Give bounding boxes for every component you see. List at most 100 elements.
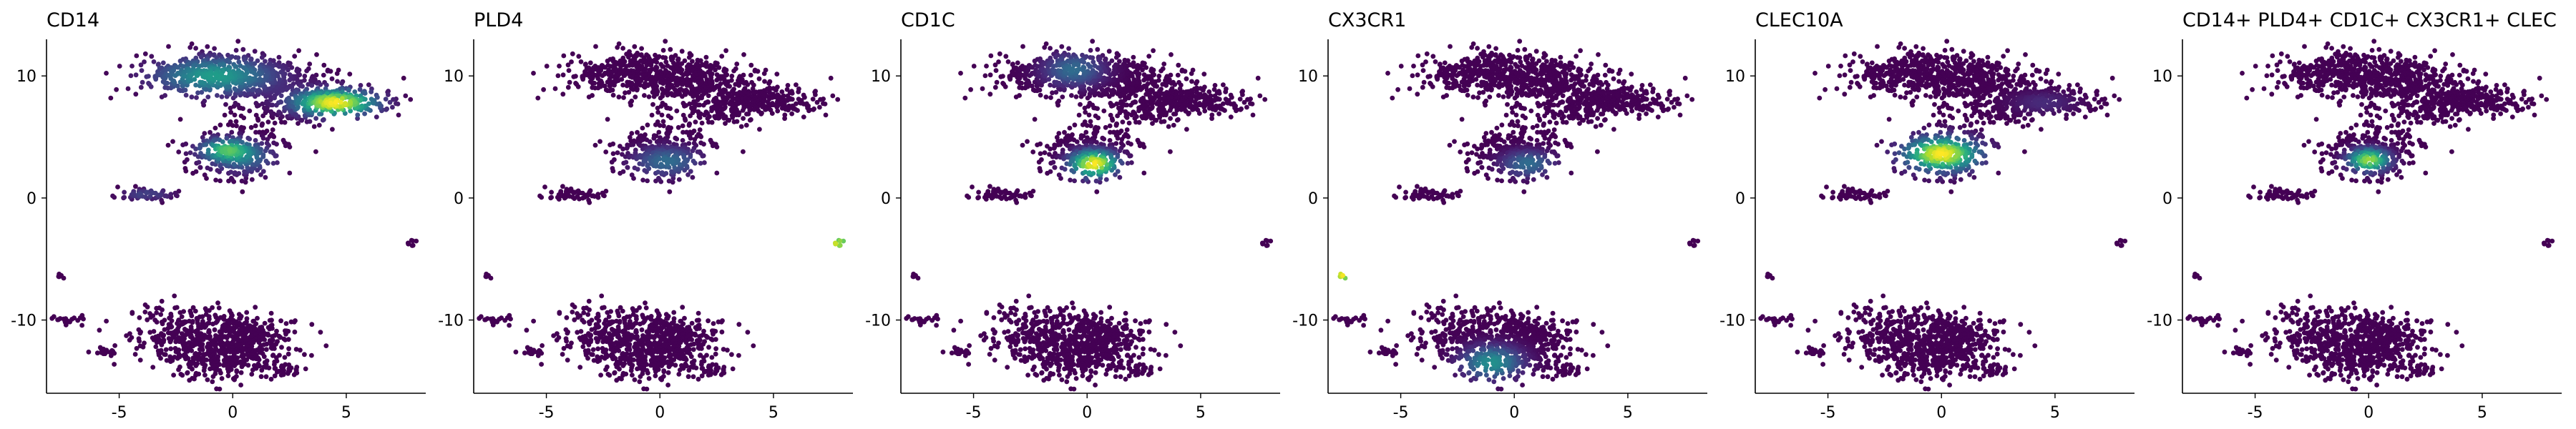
data-point: [693, 119, 698, 124]
data-point: [158, 312, 164, 317]
data-point: [730, 366, 736, 372]
data-point: [212, 46, 217, 51]
data-point: [661, 123, 666, 129]
data-point: [691, 94, 696, 99]
data-point: [703, 64, 709, 69]
data-point: [635, 334, 640, 339]
data-point: [639, 46, 644, 51]
data-point: [270, 337, 275, 343]
data-point: [142, 302, 148, 307]
data-point: [323, 343, 329, 348]
data-point: [205, 94, 211, 99]
data-point: [513, 349, 519, 355]
panel-title: CD1C: [901, 9, 955, 31]
data-point: [655, 169, 661, 175]
data-point: [215, 168, 220, 173]
data-point: [390, 104, 395, 110]
data-point: [272, 120, 278, 126]
data-point: [133, 72, 139, 78]
data-point: [193, 370, 199, 376]
data-point: [1049, 361, 1054, 367]
data-point: [571, 74, 577, 79]
data-point: [531, 318, 536, 324]
data-point: [1137, 362, 1143, 368]
x-tick-label: 0: [655, 404, 665, 422]
data-point: [603, 189, 609, 194]
data-point: [202, 98, 208, 104]
data-point: [630, 306, 635, 311]
data-point: [228, 109, 234, 115]
data-point: [137, 315, 142, 320]
data-point: [586, 331, 591, 336]
data-point: [259, 325, 265, 330]
data-point: [524, 327, 530, 333]
data-point: [149, 54, 155, 59]
data-point: [668, 46, 673, 52]
data-point: [671, 316, 677, 322]
data-point: [599, 293, 605, 299]
data-point: [605, 58, 610, 64]
data-point: [587, 188, 593, 194]
data-point: [578, 329, 584, 334]
data-point: [833, 241, 839, 247]
data-point: [206, 327, 212, 333]
data-point: [128, 73, 134, 79]
data-point: [649, 112, 655, 118]
data-point: [1113, 374, 1118, 380]
data-point: [229, 175, 234, 181]
data-point: [127, 331, 132, 336]
data-point: [710, 362, 716, 368]
data-point: [560, 72, 566, 78]
data-point: [620, 351, 625, 356]
data-point: [185, 349, 190, 354]
data-point: [278, 93, 284, 99]
data-point: [663, 312, 669, 317]
data-point: [1093, 383, 1098, 388]
data-point: [580, 344, 586, 350]
data-point: [691, 347, 696, 352]
data-point: [752, 68, 758, 74]
data-point: [569, 340, 574, 346]
data-point: [286, 351, 291, 357]
data-point: [165, 80, 170, 86]
data-point: [238, 113, 244, 119]
data-point: [215, 93, 220, 98]
data-point: [255, 361, 261, 367]
data-point: [603, 149, 609, 154]
data-point: [710, 143, 716, 149]
data-point: [213, 125, 218, 131]
data-point: [541, 87, 546, 92]
data-point: [172, 345, 178, 351]
data-point: [247, 137, 253, 142]
data-point: [744, 112, 749, 117]
data-point: [610, 92, 616, 98]
data-point: [634, 87, 640, 93]
data-point: [595, 192, 601, 197]
data-point: [828, 75, 834, 81]
data-point: [555, 331, 560, 336]
data-point: [176, 149, 182, 154]
data-point: [109, 347, 114, 353]
data-point: [183, 151, 189, 157]
data-point: [177, 364, 182, 370]
data-point: [595, 311, 601, 317]
data-point: [763, 107, 768, 112]
x-tick-label: -5: [112, 404, 127, 422]
data-point: [734, 61, 740, 66]
data-point: [172, 190, 178, 196]
data-point: [570, 51, 575, 56]
data-point: [723, 121, 728, 126]
data-point: [640, 333, 645, 338]
data-point: [159, 197, 165, 203]
data-point: [558, 189, 564, 194]
data-point: [736, 83, 742, 88]
data-point: [674, 137, 680, 142]
data-point: [661, 374, 666, 379]
data-point: [525, 345, 530, 350]
data-point: [697, 127, 703, 132]
data-point: [179, 314, 185, 320]
data-point: [610, 151, 616, 157]
data-point: [213, 333, 218, 338]
data-point: [347, 72, 353, 77]
data-point: [761, 71, 767, 77]
